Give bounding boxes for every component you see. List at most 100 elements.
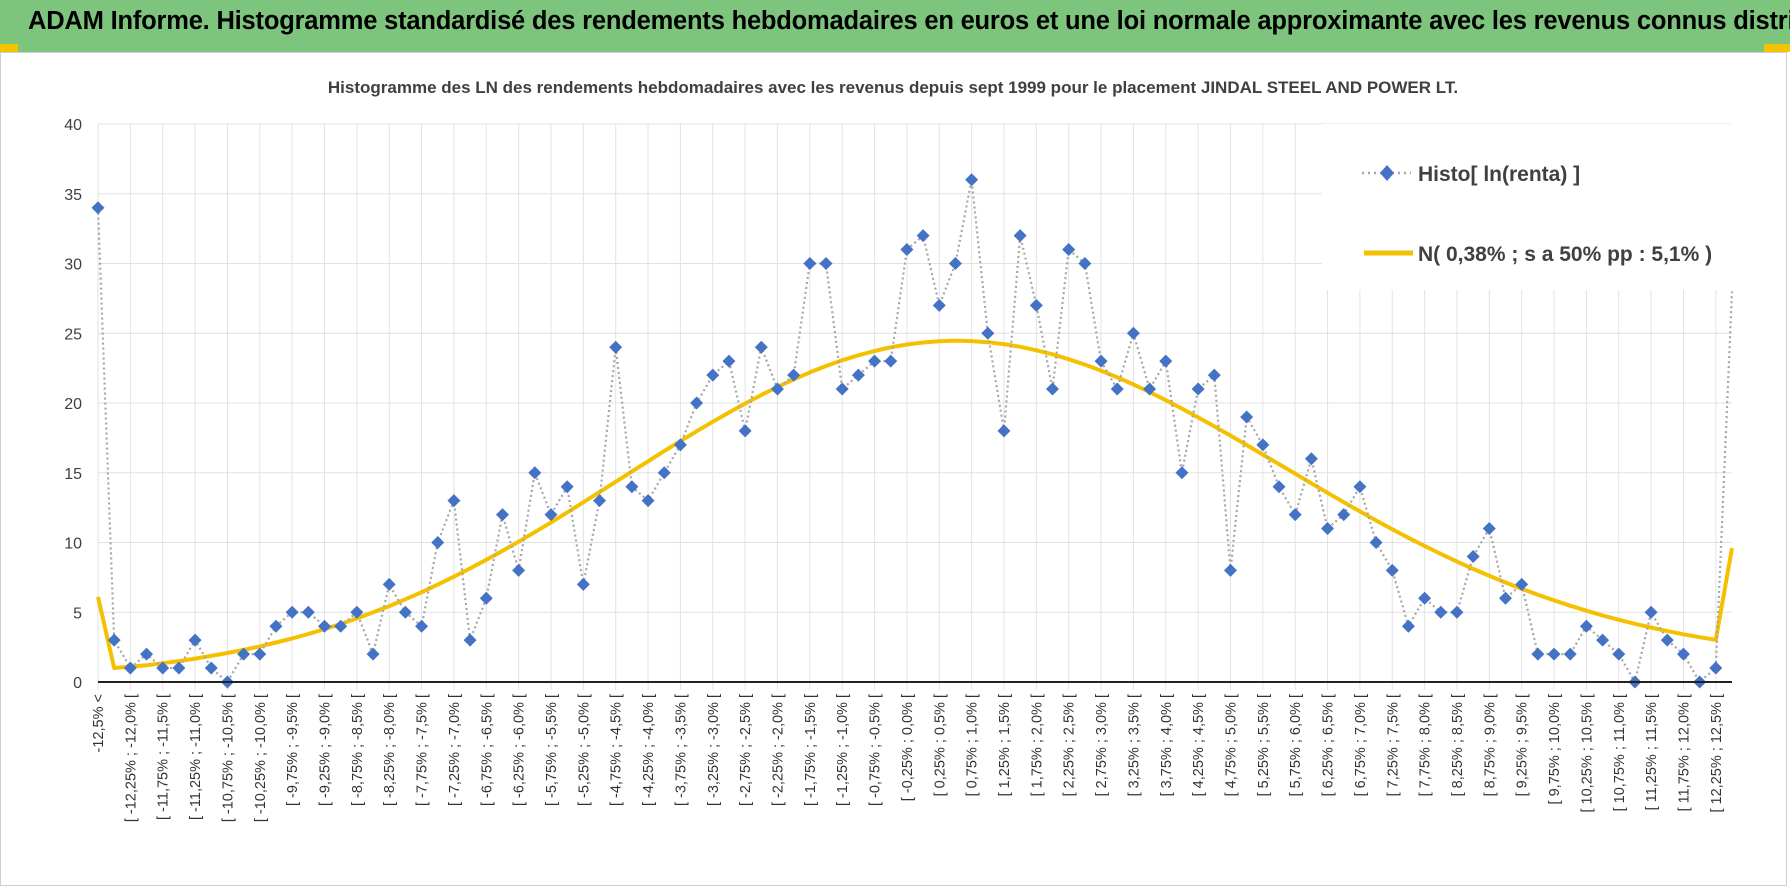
x-tick-label: [ 6,75% ; 7,0% [ (1353, 694, 1369, 796)
x-tick-label: [ -7,75% ; -7,5% [ (415, 694, 431, 806)
histogram-point (657, 466, 671, 480)
x-tick-label: [ 12,25% ; 12,5% [ (1709, 694, 1725, 813)
histogram-point (415, 619, 429, 633)
histogram-point (948, 257, 962, 270)
histogram-point (1304, 452, 1318, 466)
histogram-point (91, 201, 105, 215)
histogram-point (528, 466, 542, 480)
y-tick-label: 5 (73, 605, 82, 622)
histogram-point (463, 633, 477, 647)
x-tick-label: [ -3,25% ; -3,0% [ (706, 694, 722, 806)
histogram-point (431, 536, 445, 549)
x-tick-label: [ 5,75% ; 6,0% [ (1288, 694, 1304, 796)
histogram-point (593, 494, 607, 508)
histogram-point (350, 605, 364, 619)
x-tick-label: [ 9,75% ; 10,0% [ (1547, 694, 1563, 804)
histogram-point (868, 354, 882, 368)
histogram-point (965, 173, 979, 187)
histogram-point (382, 577, 396, 591)
x-tick-label: [ -6,25% ; -6,0% [ (512, 694, 528, 806)
x-tick-label: [ 0,75% ; 1,0% [ (965, 694, 981, 796)
histogram-point (317, 619, 331, 633)
x-tick-label: [ 10,25% ; 10,5% [ (1579, 694, 1595, 813)
histogram-point (1563, 647, 1577, 661)
histogram-point (1110, 382, 1124, 396)
histogram-point (1385, 563, 1399, 577)
x-tick-label: [ -7,25% ; -7,0% [ (447, 694, 463, 806)
histogram-point (803, 257, 817, 270)
histogram-point (1353, 480, 1367, 494)
histogram-point (560, 480, 574, 494)
histogram-point (1159, 354, 1173, 368)
header-accent-right (1764, 44, 1790, 52)
histogram-point (285, 605, 299, 619)
x-tick-label: [ -6,75% ; -6,5% [ (479, 694, 495, 806)
histogram-point (204, 661, 218, 675)
histogram-point (1013, 229, 1027, 243)
histogram-line (96, 179, 1734, 685)
x-tick-label: [ -0,75% ; -0,5% [ (868, 694, 884, 806)
y-tick-label: 35 (64, 187, 82, 204)
histogram-point (997, 424, 1011, 438)
histogram-point (754, 340, 768, 354)
x-tick-label: [ -2,25% ; -2,0% [ (770, 694, 786, 806)
x-tick-label: [ 8,25% ; 8,5% [ (1450, 694, 1466, 796)
histogram-point (1288, 508, 1302, 522)
histogram-point (1547, 647, 1561, 661)
x-tick-label: [ -8,25% ; -8,0% [ (382, 694, 398, 806)
histogram-point (770, 382, 784, 396)
x-tick-label: [ -4,25% ; -4,0% [ (641, 694, 657, 806)
y-tick-label: 30 (64, 257, 82, 274)
histogram-point (1256, 438, 1270, 452)
y-tick-label: 15 (64, 466, 82, 483)
page-title: ADAM Informe. Histogramme standardisé de… (28, 7, 1790, 35)
x-tick-label: -12,5% < (91, 694, 107, 752)
histogram-point (1321, 522, 1335, 536)
x-tick-label: [ -8,75% ; -8,5% [ (350, 694, 366, 806)
histogram-point (981, 326, 995, 340)
histogram-point (1612, 647, 1626, 661)
histogram-point (625, 480, 639, 494)
histogram-point (1660, 633, 1674, 647)
chart-frame (0, 52, 1787, 886)
histogram-point (916, 229, 930, 243)
x-tick-label: [ -2,75% ; -2,5% [ (738, 694, 754, 806)
histogram-point (1531, 647, 1545, 661)
histogram-point (722, 354, 736, 368)
histogram-point (1369, 536, 1383, 549)
x-tick-label: [ 4,75% ; 5,0% [ (1223, 694, 1239, 796)
x-tick-label: [ -4,75% ; -4,5% [ (609, 694, 625, 806)
y-axis-ticks: 0 5 10 15 20 25 30 35 40 (64, 117, 82, 692)
normal-curve-series (96, 338, 1734, 670)
histogram-point (334, 619, 348, 633)
histogram-point (1401, 619, 1415, 633)
chart-legend: Histo[ ln(renta) ] N( 0,38% ; s a 50% pp… (1322, 124, 1740, 290)
x-tick-label: [ 2,75% ; 3,0% [ (1094, 694, 1110, 796)
histogram-point (1482, 522, 1496, 536)
x-tick-label: [ 7,25% ; 7,5% [ (1385, 694, 1401, 796)
histogram-point (188, 633, 202, 647)
histogram-point (237, 647, 251, 661)
x-tick-label: [ 6,25% ; 6,5% [ (1321, 694, 1337, 796)
histogram-point (1126, 326, 1140, 340)
x-tick-label: [ 7,75% ; 8,0% [ (1418, 694, 1434, 796)
histogram-point (156, 661, 170, 675)
x-tick-label: [ -5,25% ; -5,0% [ (576, 694, 592, 806)
histogram-point (900, 243, 914, 257)
histogram-point (1434, 605, 1448, 619)
histogram-point (835, 382, 849, 396)
x-tick-label: [ 1,75% ; 2,0% [ (1029, 694, 1045, 796)
histogram-point (1676, 647, 1690, 661)
histogram-point (1418, 591, 1432, 605)
histogram-point (932, 298, 946, 312)
x-tick-label: [ -0,25% ; 0,0% [ (900, 694, 916, 801)
x-tick-label: [ 3,25% ; 3,5% [ (1126, 694, 1142, 796)
histogram-point (1191, 382, 1205, 396)
histogram-point (447, 494, 461, 508)
y-tick-label: 40 (64, 117, 82, 134)
histogram-point (1272, 480, 1286, 494)
histogram-point (366, 647, 380, 661)
y-tick-label: 10 (64, 536, 82, 553)
x-tick-label: [ 5,25% ; 5,5% [ (1256, 694, 1272, 796)
